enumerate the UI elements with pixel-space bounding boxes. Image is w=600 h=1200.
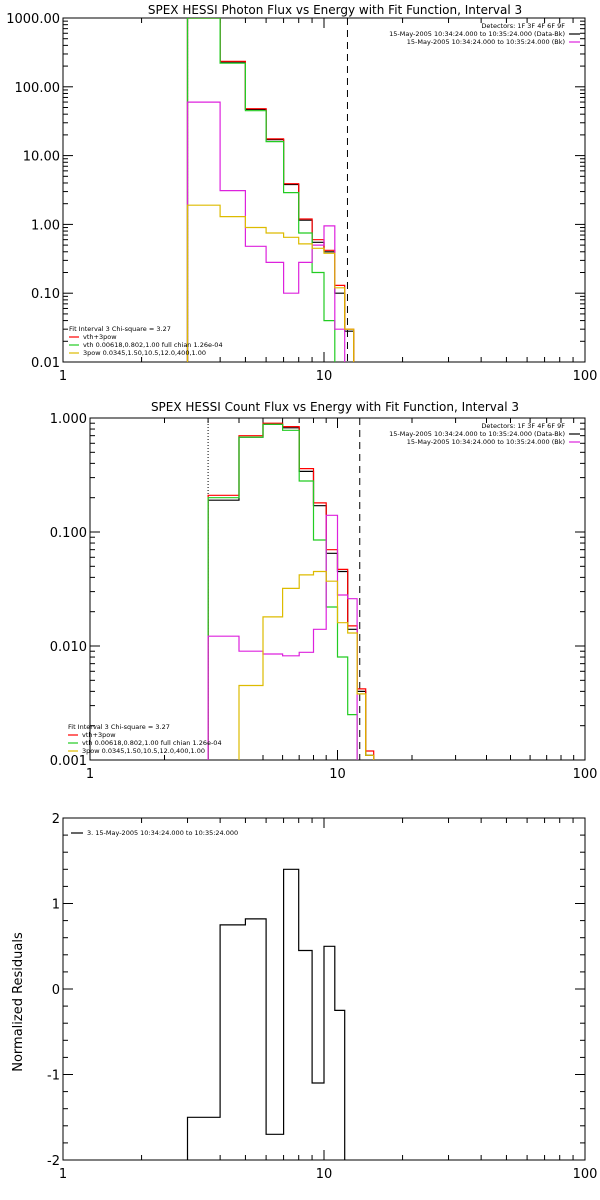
x-tick-label: 10: [316, 369, 333, 384]
residuals-panel: Normalized Residuals 1 10 100 -2 -1 0 1 2 3. 15…: [11, 812, 597, 1182]
residuals-y-axis-label: Normalized Residuals: [11, 932, 26, 1072]
legend-entry: 15-May-2005 10:34:24.000 to 10:35:24.000…: [389, 430, 565, 438]
legend-entry: 15-May-2005 10:34:24.000 to 10:35:24.000…: [407, 438, 565, 446]
count-flux-panel: SPEX HESSI Count Flux vs Energy with Fit…: [50, 400, 598, 782]
y-tick-label: 1.00: [31, 218, 60, 233]
legend-entry: 15-May-2005 10:34:24.000 to 10:35:24.000…: [389, 30, 565, 38]
histogram-series-1: [207, 422, 375, 760]
legend-entry: 15-May-2005 10:34:24.000 to 10:35:24.000…: [407, 38, 565, 46]
photon-flux-legend-bottom-left: Fit Interval 3 Chi-square = 3.27vth+3pow…: [69, 325, 223, 357]
y-tick-label: 0.10: [31, 287, 60, 302]
legend-entry: 3pow 0.0345,1.50,10.5,12.0,400,1.00: [82, 747, 205, 755]
y-tick-label: 2: [52, 812, 60, 827]
count-flux-plot-area: [207, 418, 375, 760]
x-tick-label: 1: [86, 767, 94, 782]
legend-entry: Fit Interval 3 Chi-square = 3.27: [69, 325, 171, 333]
legend-entry: vth 0.00618,0.802,1.00 full chian 1.26e-…: [82, 739, 222, 747]
y-tick-label: 0.100: [50, 526, 87, 541]
y-tick-label: -1: [47, 1069, 60, 1084]
count-flux-chart-title: SPEX HESSI Count Flux vs Energy with Fit…: [151, 400, 519, 414]
x-tick-label: 100: [573, 767, 598, 782]
histogram-series-2: [207, 423, 358, 760]
photon-flux-chart-title: SPEX HESSI Photon Flux vs Energy with Fi…: [148, 3, 522, 17]
x-tick-label: 1: [59, 369, 67, 384]
count-flux-axes: 1 10 100 0.001 0.010 0.100 1.000: [50, 412, 598, 782]
legend-entry: vth+3pow: [83, 333, 117, 341]
x-tick-label: 100: [573, 1167, 598, 1182]
series-group: [207, 418, 375, 760]
residuals-plot-area: [186, 868, 346, 1160]
histogram-series-3: [186, 101, 346, 362]
photon-flux-axes: 1 10 100 0.01 0.10 1.00 10.00 100.00 1000.00: [6, 12, 597, 384]
x-tick-label: 100: [573, 369, 598, 384]
legend-entry: vth+3pow: [82, 731, 116, 739]
histogram-series-3: [207, 514, 358, 760]
x-tick-label: 10: [316, 1167, 333, 1182]
y-tick-label: 1.000: [50, 412, 87, 427]
photon-flux-plot-area: [186, 18, 355, 362]
photon-flux-panel: SPEX HESSI Photon Flux vs Energy with Fi…: [6, 3, 597, 384]
y-tick-label: 0.001: [50, 754, 87, 769]
y-tick-label: 0.01: [31, 356, 60, 371]
y-tick-label: -2: [47, 1154, 60, 1169]
x-tick-label: 1: [59, 1167, 67, 1182]
legend-entry: Detectors: 1F 3F 4F 6F 9F: [481, 22, 565, 30]
histogram-series-0: [207, 423, 375, 760]
y-tick-label: 0.010: [50, 640, 87, 655]
histogram-series-4: [238, 570, 375, 760]
legend-entry: Detectors: 1F 3F 4F 6F 9F: [481, 422, 565, 430]
y-tick-label: 1000.00: [6, 12, 60, 27]
y-tick-label: 100.00: [15, 81, 61, 96]
series-group: [186, 868, 346, 1160]
histogram-series-0: [186, 868, 346, 1160]
count-flux-legend-bottom-left: Fit Interval 3 Chi-square = 3.27vth+3pow…: [68, 723, 222, 755]
y-tick-label: 0: [52, 983, 60, 998]
residuals-axes: 1 10 100 -2 -1 0 1 2: [47, 812, 597, 1182]
series-group: [186, 18, 355, 362]
residuals-legend: 3. 15-May-2005 10:34:24.000 to 10:35:24.…: [71, 829, 238, 837]
legend-entry: vth 0.00618,0.802,1.00 full chian 1.26e-…: [83, 341, 223, 349]
histogram-series-2: [186, 18, 336, 362]
legend-entry: 3. 15-May-2005 10:34:24.000 to 10:35:24.…: [87, 829, 238, 837]
histogram-series-0: [186, 18, 355, 362]
y-tick-label: 10.00: [23, 150, 60, 165]
x-tick-label: 10: [329, 767, 346, 782]
legend-entry: 3pow 0.0345,1.50,10.5,12.0,400,1.00: [83, 349, 206, 357]
histogram-series-1: [186, 18, 355, 362]
histogram-series-4: [186, 204, 355, 362]
y-tick-label: 1: [52, 898, 60, 913]
legend-entry: Fit Interval 3 Chi-square = 3.27: [68, 723, 170, 731]
